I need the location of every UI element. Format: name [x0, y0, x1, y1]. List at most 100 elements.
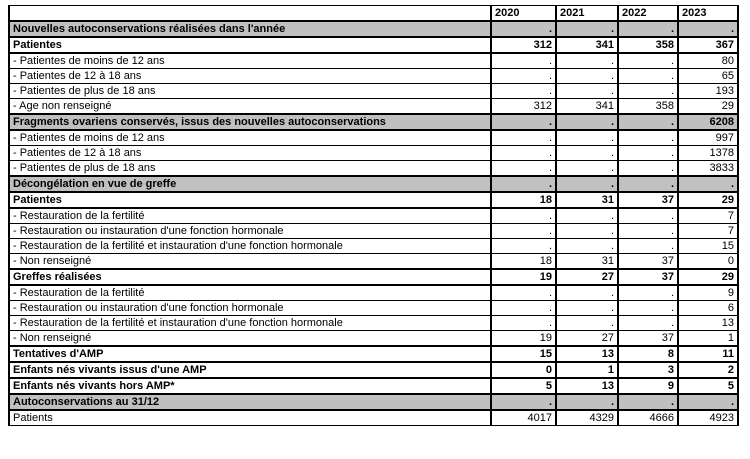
table-row: Enfants nés vivants issus d'une AMP 0 1 3 2 [8, 361, 739, 379]
value-cell: 6208 [677, 113, 739, 131]
row-label: - Restauration de la fertilité et instau… [8, 238, 492, 254]
table-row: - Patientes de moins de 12 ans... 997 [8, 129, 739, 146]
value-cell: . [617, 238, 679, 254]
value-cell: 7 [677, 207, 739, 224]
value-cell: . [677, 20, 739, 38]
value-cell: . [617, 223, 679, 239]
value-cell: . [490, 113, 557, 131]
table-row: - Patientes de 12 à 18 ans... 1378 [8, 145, 739, 161]
row-label: Enfants nés vivants hors AMP* [8, 377, 492, 395]
value-cell: 37 [617, 268, 679, 286]
row-label: - Patientes de moins de 12 ans [8, 52, 492, 69]
value-cell: . [617, 300, 679, 316]
value-cell: 27 [555, 330, 619, 347]
value-cell: 358 [617, 36, 679, 54]
row-label: - Age non renseigné [8, 98, 492, 115]
value-cell: . [617, 284, 679, 301]
value-cell: 5 [490, 377, 557, 395]
table-row: - Patientes de moins de 12 ans... 80 [8, 52, 739, 69]
value-cell: . [617, 145, 679, 161]
value-cell: . [555, 83, 619, 99]
value-cell: 367 [677, 36, 739, 54]
value-cell: . [555, 160, 619, 177]
value-cell: 2 [677, 361, 739, 379]
value-cell: 15 [490, 345, 557, 363]
row-label: - Patientes de 12 à 18 ans [8, 68, 492, 84]
table-row: - Restauration de la fertilité et instau… [8, 315, 739, 331]
table-row: Greffes réalisées 19 27 37 29 [8, 268, 739, 286]
value-cell: 5 [677, 377, 739, 395]
value-cell: . [490, 160, 557, 177]
value-cell: . [490, 300, 557, 316]
table-row: Patients 4017 4329 4666 4923 [8, 409, 739, 426]
autoconservation-data-table: 2020 2021 2022 2023 Nouvelles autoconservat… [8, 5, 739, 426]
value-cell: . [555, 52, 619, 69]
value-cell: . [490, 223, 557, 239]
value-cell: . [490, 145, 557, 161]
value-cell: 341 [555, 36, 619, 54]
corner-header-cell [8, 5, 492, 22]
value-cell: 4329 [555, 409, 619, 426]
table-row: - Restauration de la fertilité... 9 [8, 284, 739, 301]
value-cell: . [490, 175, 557, 193]
value-cell: . [555, 300, 619, 316]
value-cell: 8 [617, 345, 679, 363]
value-cell: 9 [677, 284, 739, 301]
value-cell: 13 [677, 315, 739, 331]
value-cell: . [490, 68, 557, 84]
row-label: - Non renseigné [8, 330, 492, 347]
row-label: Décongélation en vue de greffe [8, 175, 492, 193]
value-cell: 6 [677, 300, 739, 316]
value-cell: 65 [677, 68, 739, 84]
row-label: - Patientes de plus de 18 ans [8, 160, 492, 177]
value-cell: 1378 [677, 145, 739, 161]
value-cell: 31 [555, 191, 619, 209]
value-cell: . [617, 20, 679, 38]
value-cell: . [555, 238, 619, 254]
table-row: Tentatives d'AMP 15 13 8 11 [8, 345, 739, 363]
table-row: - Restauration de la fertilité... 7 [8, 207, 739, 224]
value-cell: 80 [677, 52, 739, 69]
value-cell: . [617, 52, 679, 69]
row-label: Patientes [8, 191, 492, 209]
table-row: Fragments ovariens conservés, issus des … [8, 113, 739, 131]
value-cell: 11 [677, 345, 739, 363]
value-cell: . [555, 129, 619, 146]
value-cell: 19 [490, 330, 557, 347]
table-row: - Non renseigné 19 27 37 1 [8, 330, 739, 347]
value-cell: 37 [617, 253, 679, 270]
row-label: - Restauration ou instauration d'une fon… [8, 223, 492, 239]
value-cell: 13 [555, 377, 619, 395]
value-cell: . [617, 175, 679, 193]
value-cell: . [490, 52, 557, 69]
value-cell: . [555, 284, 619, 301]
value-cell: 13 [555, 345, 619, 363]
value-cell: 18 [490, 191, 557, 209]
row-label: Autoconservations au 31/12 [8, 393, 492, 411]
value-cell: 27 [555, 268, 619, 286]
year-header-2020: 2020 [490, 5, 557, 22]
value-cell: . [555, 145, 619, 161]
row-label: - Restauration de la fertilité et instau… [8, 315, 492, 331]
value-cell: . [490, 393, 557, 411]
value-cell: 312 [490, 98, 557, 115]
value-cell: . [555, 175, 619, 193]
row-label: - Restauration ou instauration d'une fon… [8, 300, 492, 316]
row-label: Greffes réalisées [8, 268, 492, 286]
table-row: - Restauration ou instauration d'une fon… [8, 223, 739, 239]
row-label: Enfants nés vivants issus d'une AMP [8, 361, 492, 379]
table-row: - Non renseigné 18 31 37 0 [8, 253, 739, 270]
row-label: Nouvelles autoconservations réalisées da… [8, 20, 492, 38]
value-cell: . [490, 129, 557, 146]
value-cell: . [617, 113, 679, 131]
table-row: - Restauration de la fertilité et instau… [8, 238, 739, 254]
table-row: Nouvelles autoconservations réalisées da… [8, 20, 739, 38]
table-row: - Patientes de 12 à 18 ans... 65 [8, 68, 739, 84]
value-cell: 37 [617, 330, 679, 347]
row-label: - Restauration de la fertilité [8, 207, 492, 224]
value-cell: . [617, 68, 679, 84]
table-row: Patientes 18 31 37 29 [8, 191, 739, 209]
value-cell: 29 [677, 268, 739, 286]
row-label: - Patientes de moins de 12 ans [8, 129, 492, 146]
value-cell: 0 [677, 253, 739, 270]
